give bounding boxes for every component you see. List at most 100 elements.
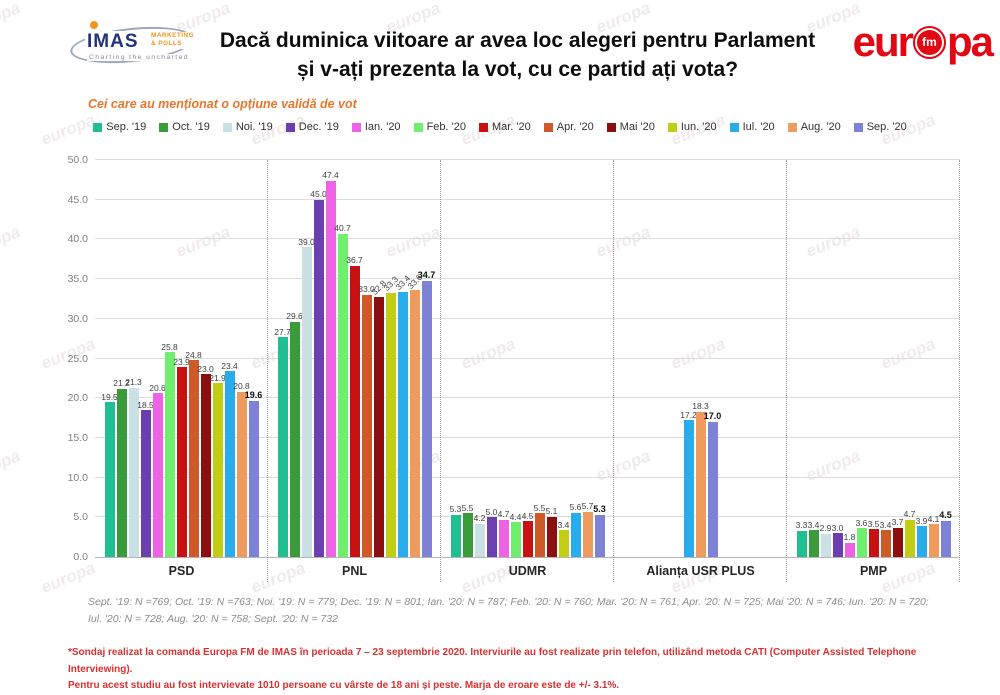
y-axis-label: 10.0 [67,471,88,484]
bar [277,337,288,557]
legend-swatch [413,122,423,132]
bar-value-label: 18.5 [137,399,154,410]
bar-value-label: 4.7 [497,509,510,520]
bar-value-label: 5.3 [449,504,462,515]
bar-column: 33.6 [406,272,424,557]
bar [176,367,187,557]
legend-swatch [606,122,616,132]
bar-value-label: 36.7 [346,255,363,266]
legend-item: Oct. '19 [159,121,210,133]
bar-value-label: 45.0 [310,189,327,200]
legend-label: Noi. '19 [235,121,273,133]
bar-column: 32.8 [370,278,388,557]
bar-column: 47.4 [322,171,339,557]
bar [844,542,855,557]
imas-logo-subtitle: MARKETING & POLLS [151,32,194,49]
legend-label: Feb. '20 [426,121,466,133]
bar-value-label: 19.6 [244,390,263,401]
bar-column: 20.8 [233,382,250,557]
bar-column: 23.9 [173,358,190,557]
bar-column: 3.4 [880,521,891,557]
bar [928,524,939,557]
legend-item: Iul. '20 [729,121,775,133]
y-axis-label: 15.0 [67,431,88,444]
legend-label: Sep. '19 [106,121,147,133]
bar-groups-layer: 19.5 21.2 21.3 18.5 20.6 25.8 23.9 24.8 23.0 21.9… [95,160,960,557]
imas-logo-subtitle-line1: MARKETING [151,32,194,39]
y-axis-label: 20.0 [67,392,88,405]
bar [707,422,718,557]
y-axis-label: 50.0 [67,154,88,166]
gridline [95,357,960,359]
bar-value-label: 20.8 [233,381,250,392]
legend-swatch [222,122,232,132]
bar [570,512,581,557]
watermark-text: europa [0,446,23,485]
bar-value-label: 39.0 [298,236,315,247]
legend-swatch [478,122,488,132]
watermark-text: europa [38,558,98,597]
bar-value-label: 5.6 [569,502,582,513]
bar-column: 3.3 [795,520,808,557]
bar-value-label: 23.0 [197,363,214,374]
bar-column: 3.5 [868,520,879,557]
legend-item: Apr. '20 [543,121,594,133]
bar-column: 4.1 [928,515,939,557]
legend-label: Sep. '20 [866,121,907,133]
bar-column: 5.3 [593,504,606,557]
bar-column: 4.5 [522,512,533,557]
bar [140,410,151,557]
legend-item: Aug. '20 [787,121,841,133]
bar [104,402,115,557]
bar-column: 39.0 [298,238,315,557]
bar-column: 5.5 [534,504,545,557]
bar-column: 3.7 [892,518,903,557]
europafm-logo: eur fm pa [852,18,994,66]
bar-column: 3.4 [808,521,819,557]
bar-value-label: 17.2 [680,409,697,420]
bar [361,294,372,557]
bar-value-label: 23.4 [221,360,238,371]
bar [373,296,384,557]
bar-value-label: 5.5 [461,502,474,513]
legend-swatch [159,122,169,132]
bar-value-label: 21.9 [209,372,226,383]
bar [594,514,605,557]
bar-column: 29.6 [286,312,303,557]
bar-column: 20.6 [149,384,166,557]
bar-column: 4.7 [904,510,915,557]
bar-column: 34.7 [418,271,435,557]
legend-swatch [729,122,739,132]
bar-column: 21.2 [113,379,130,557]
imas-logo-name: IMAS [85,31,141,53]
bar-column: 4.4 [510,513,521,557]
bar-column: 5.5 [461,502,474,557]
bar-value-label: 3.3 [795,520,808,531]
methodology-note: *Sondaj realizat la comanda Europa FM de… [68,645,956,695]
chart-title: Dacă duminica viitoare ar avea loc alege… [195,26,840,85]
bar-column: 36.7 [346,256,363,557]
bar-group: 5.3 5.5 4.2 5.0 4.7 4.4 4.5 5.5 5.1 3.4 5.6 5.7 5.3 [441,160,614,557]
bar [421,281,432,557]
category-label: Alianța USR PLUS [646,564,755,578]
bar-column: 33.0 [358,285,375,557]
legend-label: Iul. '20 [742,121,775,133]
bar [409,290,420,557]
gridline [95,436,960,438]
bar-value-label: 5.0 [485,506,498,517]
europafm-logo-text-left: eur [852,18,914,65]
y-axis-label: 30.0 [67,312,88,325]
bar-column: 25.8 [161,343,178,557]
bar-value-label: 17.0 [703,411,722,422]
bar [200,374,211,557]
bar [152,393,163,557]
category-label: PSD [168,564,195,578]
bar-column: 4.5 [939,511,952,557]
bar [116,388,127,557]
bar-value-label: 21.2 [113,378,130,389]
bar [546,516,557,557]
bar-column: 23.0 [197,365,214,557]
legend-swatch [543,122,553,132]
chart-legend: Sep. '19 Oct. '19 Noi. '19 Dec. '19 Ian. '20… [0,121,1000,133]
bar-value-label: 3.0 [831,522,844,533]
